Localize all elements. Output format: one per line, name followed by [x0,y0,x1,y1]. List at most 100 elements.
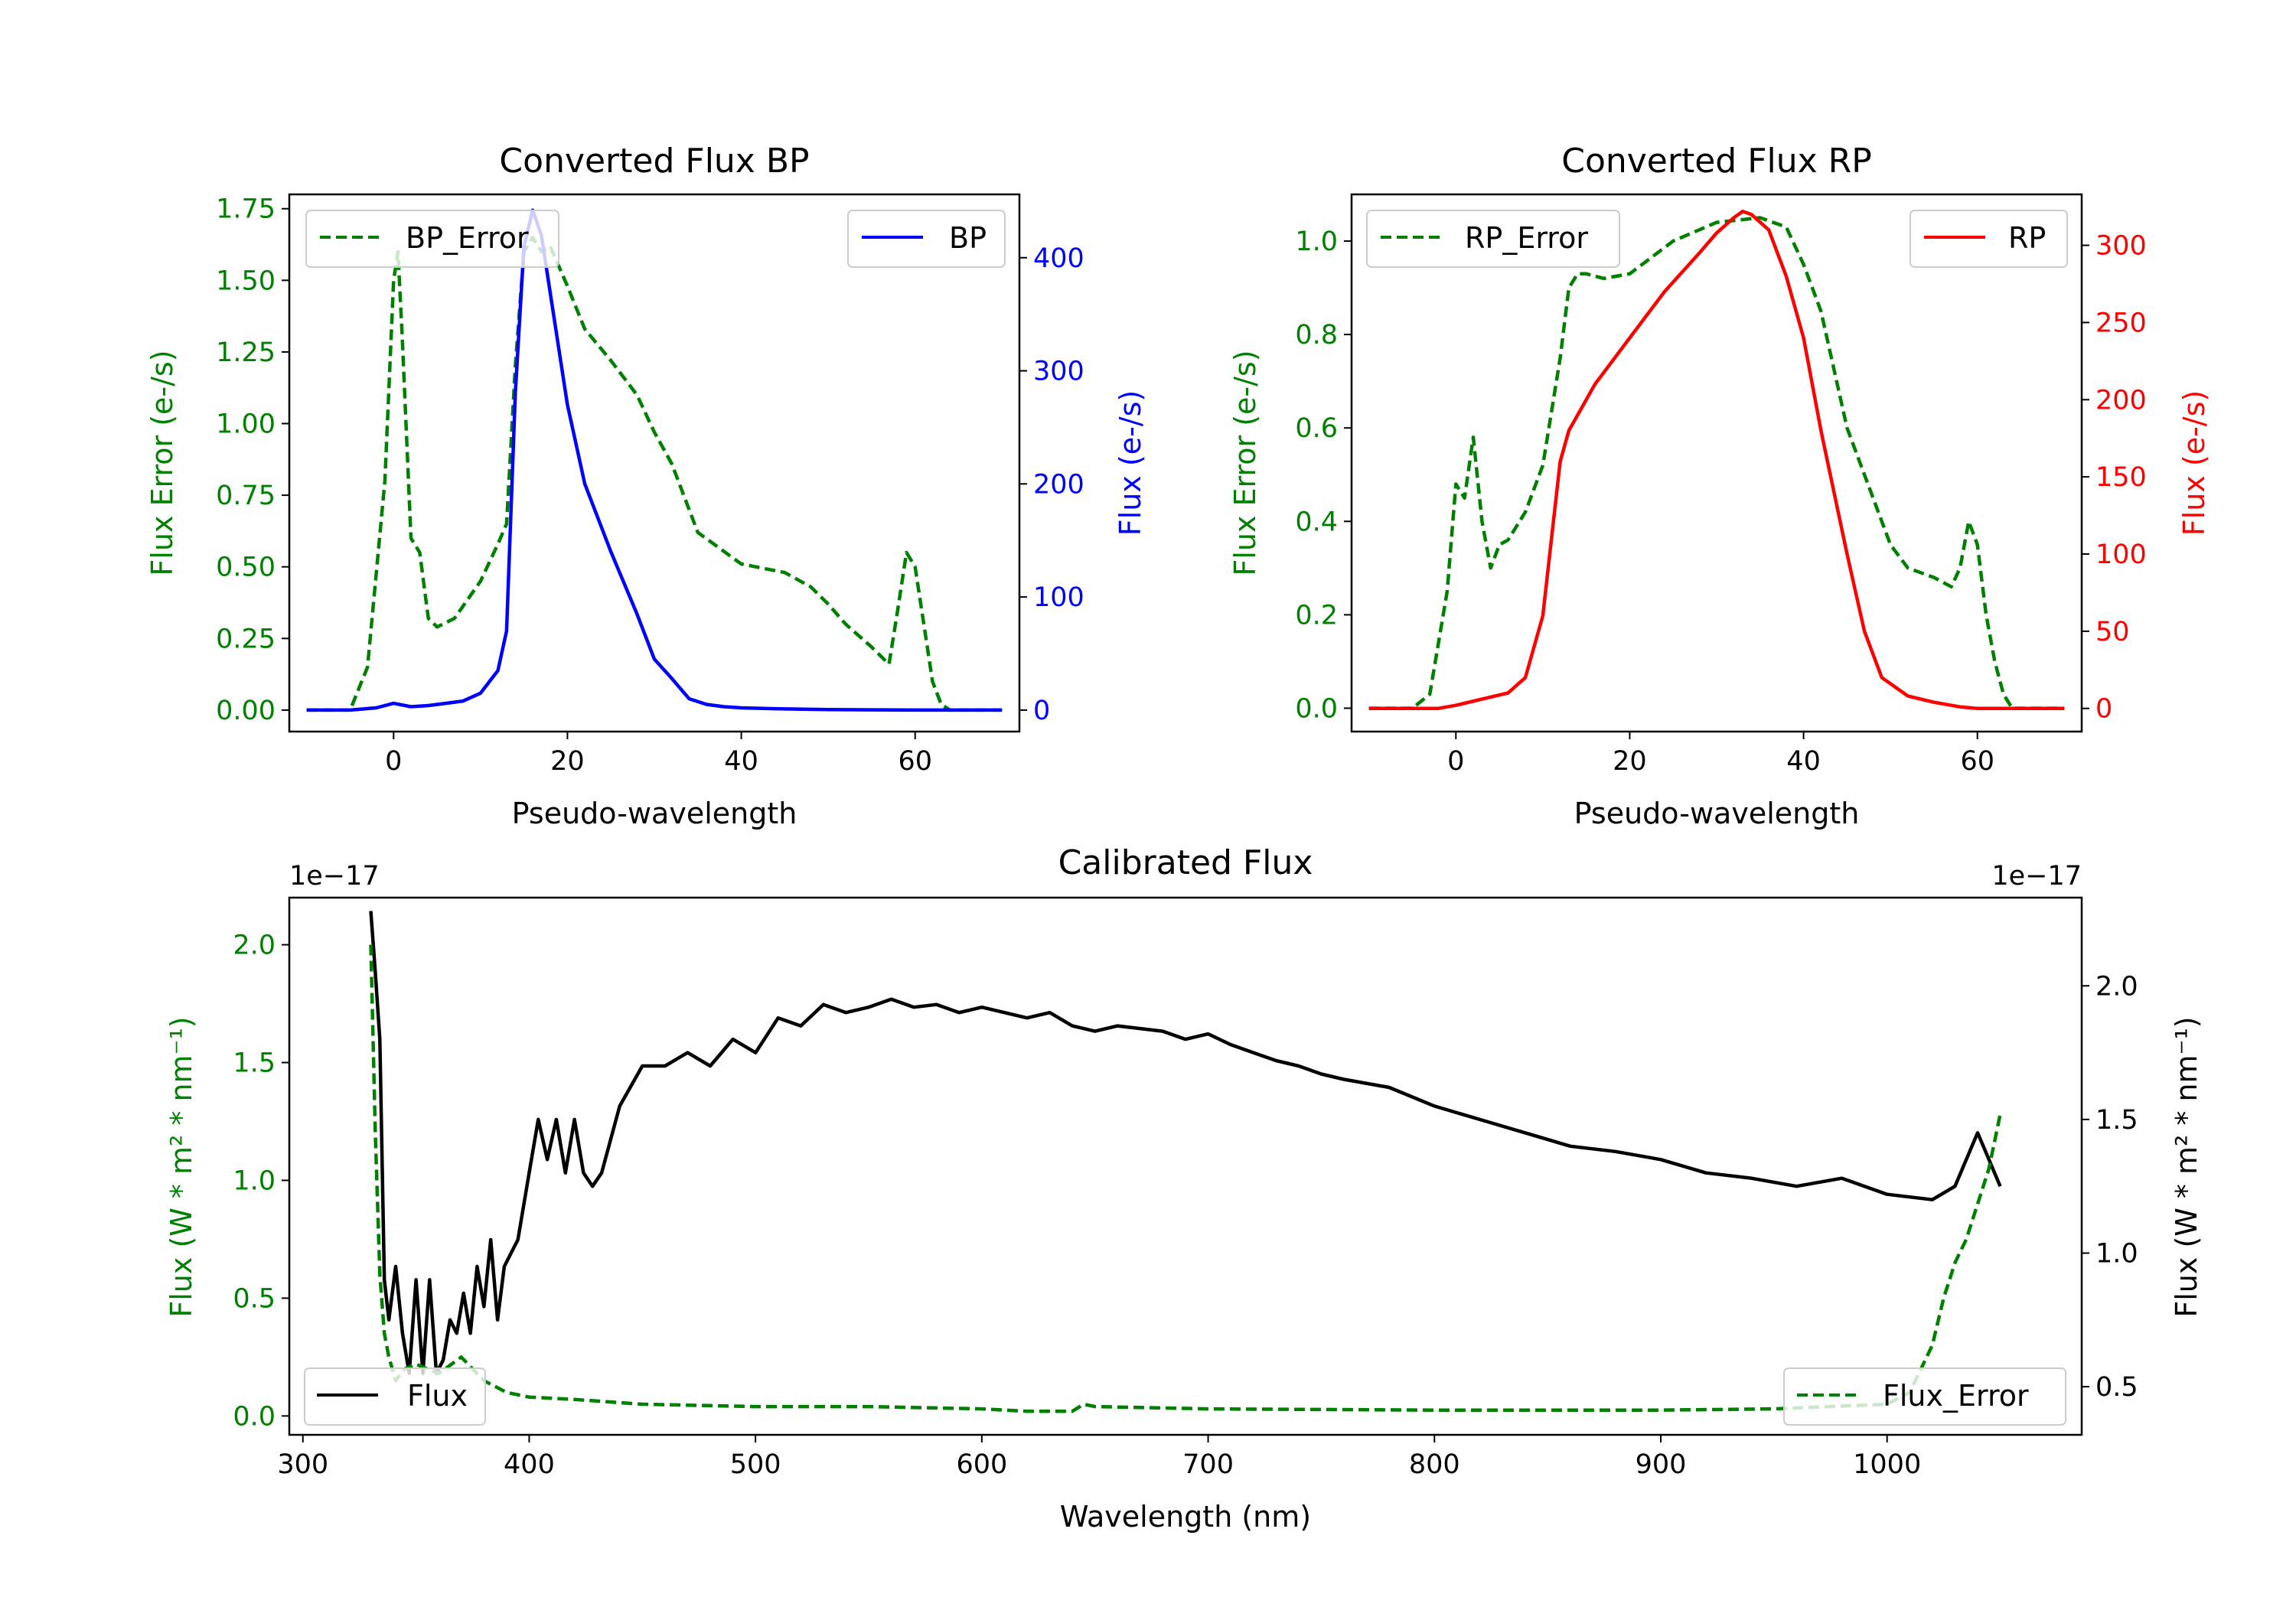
chart-rp-ytick-right-label: 50 [2095,617,2130,647]
chart-bp-series [306,208,1003,712]
chart-bp-xlabel: Pseudo-wavelength [512,797,797,830]
chart-calibrated-title: Calibrated Flux [1058,843,1313,882]
chart-rp-xlabel: Pseudo-wavelength [1574,797,1860,830]
chart-rp-title: Converted Flux RP [1561,142,1872,181]
chart-bp-ytick-right-label: 100 [1033,582,1084,613]
chart-rp-xtick-label: 40 [1786,746,1821,777]
chart-calibrated-ytick-left-label: 0.5 [233,1283,276,1314]
chart-rp-series-rp [1368,209,2065,710]
chart-bp-yaxis-right: 0 100 200 300 400 [1019,243,1084,726]
chart-rp-ytick-right-label: 300 [2095,231,2147,262]
chart-calibrated: Calibrated Flux 1e−17 1e−17 300 400 500 600… [165,843,2203,1534]
chart-bp-ytick-left-label: 0.00 [216,696,276,726]
chart-rp-ytick-left-label: 0.0 [1295,693,1338,724]
chart-rp-legend-left: RP_Error [1366,210,1620,268]
chart-calibrated-series [369,911,2002,1413]
chart-calibrated-xtick-label: 1000 [1853,1449,1921,1480]
chart-bp-xaxis: 0 20 40 60 [385,732,932,777]
chart-rp-ytick-left-label: 0.8 [1295,320,1338,350]
chart-rp-xaxis: 0 20 40 60 [1447,732,1994,777]
chart-bp-ylabel-left: Flux Error (e-/s) [145,350,179,575]
chart-calibrated-xtick-label: 900 [1636,1449,1687,1480]
chart-bp-xtick-label: 20 [550,746,585,777]
chart-bp-title: Converted Flux BP [499,142,809,181]
chart-calibrated-xtick-label: 500 [730,1449,781,1480]
chart-calibrated-legend-left: Flux [304,1367,486,1426]
chart-bp-ytick-right-label: 200 [1033,469,1084,500]
chart-bp-ytick-left-label: 1.50 [216,266,276,296]
chart-calibrated-ylabel-left: Flux (W * m² * nm⁻¹) [165,1016,198,1317]
chart-rp-ytick-right-label: 200 [2095,385,2147,416]
chart-calibrated-legend-left-label: Flux [407,1379,468,1413]
chart-rp-ylabel-left: Flux Error (e-/s) [1228,350,1262,575]
chart-bp-legend-right: BP [847,210,1006,268]
chart-calibrated-xtick-label: 300 [277,1449,328,1480]
chart-bp-ytick-right-label: 300 [1033,357,1084,387]
chart-calibrated-yaxis-right: 0.5 1.0 1.5 2.0 [2082,971,2138,1403]
chart-calibrated-legend-right-label: Flux_Error [1883,1379,2029,1413]
chart-bp-ytick-left-label: 0.25 [216,624,276,654]
chart-bp-xtick-label: 40 [724,746,758,777]
chart-rp-ytick-left-label: 0.6 [1295,413,1338,444]
chart-calibrated-ytick-right-label: 0.5 [2095,1372,2138,1403]
chart-bp-ytick-left-label: 1.75 [216,194,276,225]
chart-rp-xtick-label: 20 [1613,746,1647,777]
chart-rp-xtick-label: 60 [1960,746,1994,777]
chart-rp-ytick-right-label: 0 [2095,694,2112,725]
chart-bp-yaxis-left: 0.00 0.25 0.50 0.75 1.00 1.25 1.50 1.75 [216,194,289,726]
chart-bp-legend-left: BP_Error [305,210,559,268]
chart-calibrated-series-flux [369,911,2002,1375]
chart-calibrated-ytick-right-label: 2.0 [2095,971,2138,1002]
chart-bp: Converted Flux BP 0 20 40 60 0.000.250.500.… [145,142,1147,830]
chart-rp-legend-left-label: RP_Error [1465,221,1588,255]
chart-bp-ytick-left-label: 0.50 [216,553,276,583]
chart-bp-ytick-left-label: 0.75 [216,481,276,511]
chart-calibrated-ytick-left-label: 0.0 [233,1401,276,1432]
chart-rp-series [1368,209,2065,710]
chart-calibrated-xtick-label: 800 [1409,1449,1460,1480]
chart-calibrated-ytick-right-label: 1.0 [2095,1239,2138,1270]
chart-bp-legend-left-label: BP_Error [406,221,529,255]
chart-bp-ytick-right-label: 400 [1033,243,1084,274]
chart-rp-xtick-label: 0 [1447,746,1464,777]
chart-calibrated-offset-right: 1e−17 [1991,861,2082,892]
chart-bp-legend-right-label: BP [949,221,987,255]
chart-calibrated-xaxis: 300 400 500 600 700 800 900 1000 [277,1435,1921,1480]
chart-calibrated-ytick-left-label: 1.5 [233,1048,276,1079]
chart-rp-ylabel-right: Flux (e-/s) [2177,390,2211,536]
chart-bp-ytick-left-label: 1.25 [216,337,276,368]
chart-rp-ytick-left-label: 0.4 [1295,507,1338,537]
chart-calibrated-legend-right: Flux_Error [1783,1367,2066,1426]
chart-rp-ytick-right-label: 100 [2095,539,2147,570]
chart-calibrated-yaxis-left: 0.0 0.5 1.0 1.5 2.0 [233,931,289,1432]
chart-bp-xtick-label: 0 [385,746,402,777]
chart-rp-series-rp-error [1368,216,2065,710]
chart-rp-ytick-left-label: 0.2 [1295,600,1338,631]
chart-rp-ytick-left-label: 1.0 [1295,227,1338,257]
chart-bp-series-bp [306,208,1003,712]
chart-calibrated-xtick-label: 400 [504,1449,555,1480]
chart-bp-ytick-left-label: 1.00 [216,409,276,440]
chart-rp-ytick-right-label: 250 [2095,308,2147,338]
chart-calibrated-series-flux-error [369,944,2002,1413]
chart-bp-ylabel-right: Flux (e-/s) [1114,390,1147,536]
chart-calibrated-ytick-right-label: 1.5 [2095,1105,2138,1136]
chart-rp-yaxis-left: 0.0 0.2 0.4 0.6 0.8 1.0 [1295,227,1352,724]
chart-calibrated-offset-left: 1e−17 [289,861,380,892]
chart-calibrated-xtick-label: 700 [1182,1449,1234,1480]
chart-bp-ytick-right-label: 0 [1033,696,1050,726]
chart-rp-ytick-right-label: 150 [2095,462,2147,493]
chart-calibrated-ylabel-right: Flux (W * m² * nm⁻¹) [2170,1016,2203,1317]
chart-bp-xtick-label: 60 [898,746,932,777]
chart-rp-frame [1350,193,2083,733]
chart-rp-yaxis-right: 0 50 100 150 200 250 300 [2082,231,2147,725]
chart-calibrated-ytick-left-label: 1.0 [233,1165,276,1196]
chart-calibrated-ytick-left-label: 2.0 [233,931,276,961]
chart-rp-legend-right-label: RP [2008,221,2046,255]
chart-calibrated-xtick-label: 600 [956,1449,1007,1480]
chart-calibrated-frame [288,896,2083,1436]
chart-bp-frame [288,193,1021,733]
chart-rp-legend-right: RP [1910,210,2068,268]
chart-bp-series-bp-error [306,235,1003,712]
